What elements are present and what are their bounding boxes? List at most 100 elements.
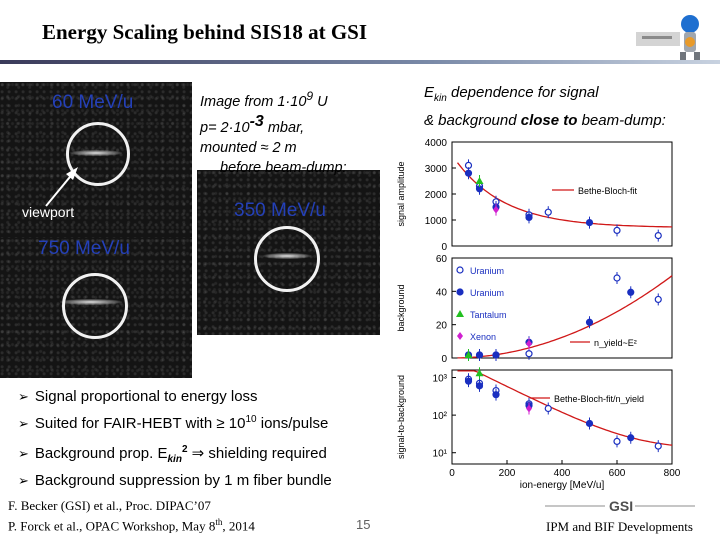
ekin-sub: kin [434, 93, 447, 104]
caption-line3: mounted ≈ 2 m [200, 139, 297, 156]
data-point [525, 213, 533, 222]
x-tick-label: 0 [449, 468, 455, 479]
ekin-heading: Ekin dependence for signal & background … [424, 82, 720, 132]
bullet-sub: kin [167, 454, 182, 465]
legend-label: Bethe-Bloch-fit [578, 186, 638, 196]
data-point [464, 169, 473, 177]
ekin-line1: dependence for signal [446, 84, 599, 101]
legend-marker [456, 310, 464, 317]
bullet-text: Background prop. E [34, 445, 168, 462]
data-point [613, 274, 621, 282]
gsi-logo-icon: GSI [545, 498, 695, 514]
y-tick-label: 4000 [425, 138, 448, 149]
label-350-mev: 350 MeV/u [234, 200, 326, 221]
label-viewport: viewport [22, 204, 75, 220]
y-axis-label: signal-to-background [396, 375, 406, 459]
bullet-text-b: ⇒ shielding required [187, 445, 327, 462]
data-point [585, 218, 594, 227]
slide-title: Energy Scaling behind SIS18 at GSI [42, 20, 368, 44]
data-point [654, 442, 662, 450]
y-tick-label: 2000 [425, 190, 448, 201]
x-tick-label: 800 [664, 468, 680, 479]
camera-image-350mev [197, 170, 380, 335]
footer-right: IPM and BIF Developments [546, 519, 693, 534]
x-tick-label: 200 [499, 468, 516, 479]
title-underline-bar [0, 60, 720, 64]
page-number: 15 [356, 517, 371, 532]
y-tick-label: 40 [436, 287, 448, 298]
bullet-text-b: ions/pulse [256, 415, 329, 432]
x-tick-label: 600 [609, 468, 626, 479]
bullet-item: ➢ Suited for FAIR-HEBT with ≥ 1010 ions/p… [18, 414, 329, 432]
legend-label: n_yield~E² [594, 338, 637, 348]
caption-line2-suffix: mbar, [263, 119, 305, 136]
data-point [585, 419, 594, 428]
y-tick-label: 20 [436, 321, 448, 332]
bullet-text: Suited for FAIR-HEBT with ≥ 10 [34, 415, 246, 432]
x-axis-label: ion-energy [MeV/u] [520, 480, 605, 491]
data-point [526, 339, 532, 348]
data-point [654, 295, 662, 304]
camera-image-60mev: 60 MeV/u viewport [0, 82, 192, 242]
caption-exp2: -3 [249, 112, 264, 130]
data-point [475, 177, 484, 184]
y-tick-label: 10² [433, 411, 448, 422]
footer-author-text: P. Forck et al., OPAC Workshop, May 8 [8, 518, 216, 534]
camera-image-750mev [0, 238, 192, 378]
caption-exp1: 9 [306, 89, 314, 103]
plot-frame [451, 257, 673, 359]
y-tick-label: 1000 [425, 216, 448, 227]
bullet-item: ➢ Background prop. Ekin2 ⇒ shielding requ… [18, 444, 327, 465]
caption-line1-suffix: U [313, 93, 328, 110]
data-point [544, 208, 552, 216]
y-axis-label: background [396, 284, 406, 331]
gsi-logo-text: GSI [609, 498, 633, 514]
legend-marker [457, 332, 463, 340]
data-point [464, 377, 473, 385]
data-point [493, 205, 499, 214]
data-point [613, 226, 621, 235]
bullet-item: ➢ Background suppression by 1 m fiber bun… [18, 472, 332, 489]
highlight-circle [254, 226, 320, 292]
footer-author-year: , 2014 [222, 518, 255, 534]
data-point [475, 369, 484, 377]
legend-marker [456, 266, 464, 274]
x-tick-label: 400 [554, 468, 571, 479]
caption-line4: before beam-dump: [220, 159, 347, 176]
bullet-exp: 2 [181, 444, 188, 455]
legend-label: Uranium [470, 266, 504, 276]
data-point [613, 437, 621, 446]
legend-marker [456, 288, 464, 296]
y-tick-label: 60 [436, 254, 448, 265]
data-point [526, 404, 532, 413]
caption-line1: Image from 1·10 [200, 93, 307, 110]
y-tick-label: 10³ [433, 374, 448, 385]
legend-label: Bethe-Bloch-fit/n_yield [554, 394, 644, 404]
data-point [492, 391, 500, 399]
ekin-e: E [424, 84, 435, 101]
robot-mascot-icon [636, 15, 700, 60]
y-tick-label: 0 [441, 242, 447, 253]
bullet-item: ➢ Signal proportional to energy loss [18, 388, 258, 405]
footer-author: P. Forck et al., OPAC Workshop, May 8th,… [8, 517, 255, 534]
legend-label: Uranium [470, 288, 504, 298]
data-point [654, 231, 662, 240]
data-point [585, 318, 594, 326]
label-750-mev: 750 MeV/u [38, 238, 130, 259]
legend-label: Tantalum [470, 310, 507, 320]
ekin-line2a: & background [424, 112, 521, 129]
ekin-line2c: beam-dump: [577, 112, 666, 129]
y-tick-label: 3000 [425, 164, 448, 175]
y-tick-label: 0 [441, 354, 447, 365]
y-tick-label: 10¹ [433, 449, 448, 460]
highlight-circle [66, 122, 130, 186]
data-point [475, 351, 484, 359]
caption-line2: p= 2·10 [200, 119, 250, 136]
data-point [627, 288, 635, 296]
data-point [627, 434, 635, 442]
viewport-arrow-icon [45, 167, 78, 207]
image-caption: Image from 1·109 U p= 2·10-3 mbar, mount… [200, 86, 390, 178]
data-point [492, 351, 500, 359]
y-axis-label: signal amplitude [396, 161, 406, 226]
